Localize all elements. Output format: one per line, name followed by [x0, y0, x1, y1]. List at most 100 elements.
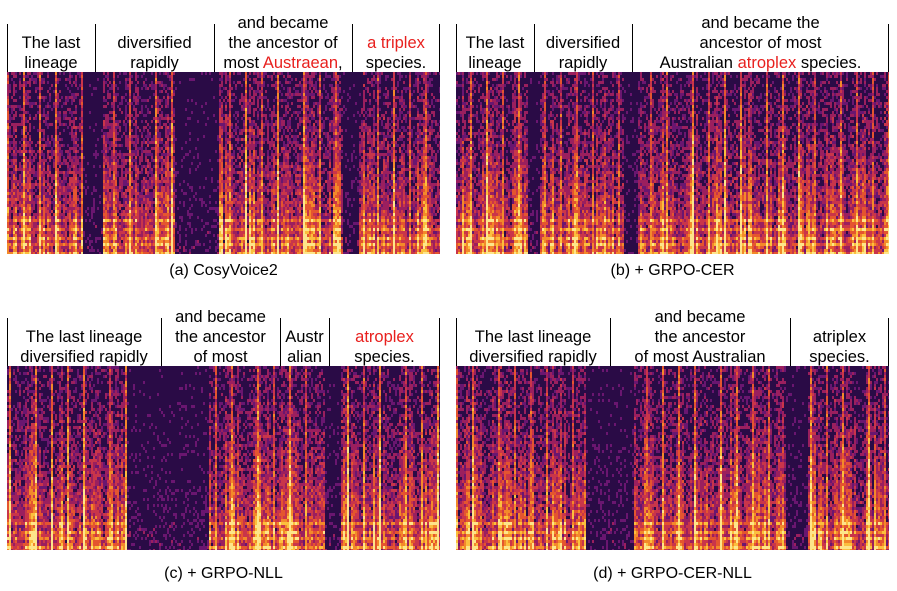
segment-line: atroplex: [355, 327, 414, 347]
spectrogram: [456, 366, 889, 550]
word: and became: [655, 308, 746, 326]
segment-label: atroplex species.: [329, 298, 440, 368]
segment-boundary: [352, 24, 353, 72]
segment-line: and became: [175, 307, 266, 327]
segment-line: lineage: [468, 53, 521, 73]
word-alignment: The last lineage diversified rapidly and b…: [7, 298, 440, 368]
segment-label: diversified rapidly: [534, 4, 632, 74]
segment-boundary: [7, 24, 8, 72]
word: Austr: [285, 328, 324, 346]
segment-label: The last lineage diversified rapidly: [7, 298, 161, 368]
panel-caption: (d) + GRPO-CER-NLL: [456, 565, 889, 583]
segment-line: Austr: [285, 327, 324, 347]
word: of most: [193, 348, 247, 366]
segment-line: diversified: [546, 33, 620, 53]
spectrogram: [7, 366, 440, 550]
error-word: a triplex: [367, 34, 425, 52]
word: species.: [354, 348, 415, 366]
word: most: [223, 54, 262, 72]
segment-line: the ancestor: [175, 327, 266, 347]
segment-label: diversified rapidly: [95, 4, 214, 74]
word: lineage: [468, 54, 521, 72]
word: and became the: [701, 14, 819, 32]
segment-boundary: [790, 318, 791, 366]
word: of most Australian: [634, 348, 765, 366]
word: the ancestor: [655, 328, 746, 346]
word: species.: [796, 54, 862, 72]
word: diversified: [546, 34, 620, 52]
word: The last: [466, 34, 525, 52]
segment-line: a triplex: [367, 33, 425, 53]
word: rapidly: [559, 54, 608, 72]
segment-line: The last: [466, 33, 525, 53]
segment-label: and became the ancestor of most Austraean,: [214, 4, 352, 74]
segment-line: The last lineage: [475, 327, 592, 347]
segment-line: lineage: [24, 53, 77, 73]
word: atriplex: [813, 328, 866, 346]
word: diversified: [117, 34, 191, 52]
word: diversified rapidly: [20, 348, 147, 366]
segment-label: Austr alian: [280, 298, 329, 368]
segment-boundary: [632, 24, 633, 72]
segment-line: atriplex: [813, 327, 866, 347]
segment-line: diversified rapidly: [469, 347, 596, 367]
segment-boundary: [888, 24, 889, 72]
segment-line: and became the: [701, 13, 819, 33]
segment-line: and became: [238, 13, 329, 33]
segment-line: Australian atroplex species.: [660, 53, 862, 73]
error-word: Austraean: [263, 54, 338, 72]
segment-boundary: [610, 318, 611, 366]
segment-label: The last lineage: [456, 4, 534, 74]
segment-label: and became the ancestor of most Australian: [610, 298, 790, 368]
segment-boundary: [888, 318, 889, 366]
segment-line: species.: [366, 53, 427, 73]
word: and became: [175, 308, 266, 326]
segment-line: diversified: [117, 33, 191, 53]
segment-line: of most Australian: [634, 347, 765, 367]
word: the ancestor: [175, 328, 266, 346]
segment-line: ancestor of most: [700, 33, 822, 53]
segment-line: rapidly: [130, 53, 179, 73]
word-alignment: The last lineage diversified rapidly and bec…: [7, 4, 440, 74]
segment-label: and became the ancestor of most Australian…: [632, 4, 889, 74]
segment-line: rapidly: [559, 53, 608, 73]
segment-line: species.: [809, 347, 870, 367]
segment-line: most Austraean,: [223, 53, 342, 73]
segment-boundary: [439, 24, 440, 72]
segment-label: The last lineage: [7, 4, 95, 74]
segment-line: the ancestor: [655, 327, 746, 347]
word: alian: [287, 348, 322, 366]
segment-boundary: [456, 318, 457, 366]
word-alignment: The last lineage diversified rapidly and bec…: [456, 4, 889, 74]
word: ,: [338, 54, 343, 72]
segment-boundary: [456, 24, 457, 72]
word: The last lineage: [26, 328, 143, 346]
segment-line: The last: [22, 33, 81, 53]
segment-boundary: [329, 318, 330, 366]
segment-line: species.: [354, 347, 415, 367]
segment-label: and became the ancestor of most: [161, 298, 280, 368]
segment-line: of most: [193, 347, 247, 367]
word: The last lineage: [475, 328, 592, 346]
spectrogram: [7, 72, 440, 254]
segment-boundary: [280, 318, 281, 366]
word: species.: [809, 348, 870, 366]
segment-line: the ancestor of: [228, 33, 337, 53]
error-word: atroplex: [355, 328, 414, 346]
error-word: atroplex: [738, 54, 797, 72]
word: ancestor of most: [700, 34, 822, 52]
segment-boundary: [7, 318, 8, 366]
segment-boundary: [95, 24, 96, 72]
segment-line: diversified rapidly: [20, 347, 147, 367]
word: The last: [22, 34, 81, 52]
segment-label: The last lineage diversified rapidly: [456, 298, 610, 368]
segment-boundary: [439, 318, 440, 366]
word: the ancestor of: [228, 34, 337, 52]
segment-boundary: [161, 318, 162, 366]
segment-line: and became: [655, 307, 746, 327]
segment-label: atriplex species.: [790, 298, 889, 368]
segment-boundary: [534, 24, 535, 72]
word: rapidly: [130, 54, 179, 72]
word: diversified rapidly: [469, 348, 596, 366]
segment-line: alian: [287, 347, 322, 367]
